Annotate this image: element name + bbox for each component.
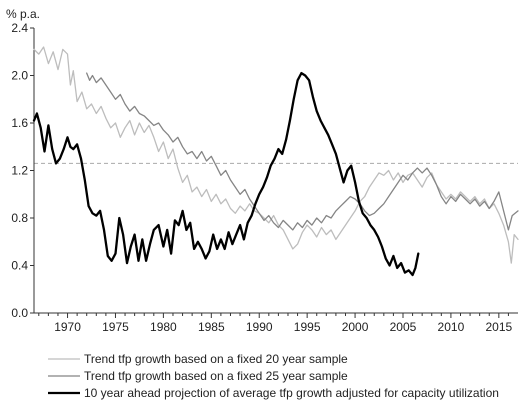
x-tick-label: 2000 (342, 320, 369, 334)
x-tick-label: 1980 (150, 320, 177, 334)
y-axis-label: % p.a. (6, 7, 40, 21)
x-tick-label: 1990 (246, 320, 273, 334)
y-tick-label: 1.2 (11, 164, 28, 178)
series-line-1 (33, 46, 519, 264)
y-tick-label: 0.8 (11, 211, 28, 225)
legend-label-3: 10 year ahead projection of average tfp … (84, 386, 499, 400)
y-tick-label: 0.4 (11, 259, 28, 273)
x-tick-label: 1995 (294, 320, 321, 334)
series-layer (32, 46, 519, 277)
series-line-3 (32, 71, 420, 277)
x-tick-label: 2015 (485, 320, 512, 334)
legend-label-2: Trend tfp growth based on a fixed 25 yea… (84, 369, 348, 383)
legend: Trend tfp growth based on a fixed 20 yea… (48, 352, 499, 400)
y-tick-label: 2.4 (11, 21, 28, 35)
x-tick-label: 1975 (102, 320, 129, 334)
ticks-layer: 0.0 0.4 0.8 1.2 1.6 2.0 2.4 1970 1975 1980 1985 199… (11, 21, 512, 334)
series-line-2 (86, 72, 519, 231)
x-tick-label: 1985 (198, 320, 225, 334)
legend-label-1: Trend tfp growth based on a fixed 20 yea… (84, 352, 348, 366)
axes-layer: % p.a. (6, 7, 518, 314)
y-tick-label: 1.6 (11, 116, 28, 130)
y-tick-label: 2.0 (11, 69, 28, 83)
x-tick-label: 2010 (438, 320, 465, 334)
x-tick-label: 2005 (390, 320, 417, 334)
y-tick-label: 0.0 (11, 306, 28, 320)
x-tick-label: 1970 (54, 320, 81, 334)
